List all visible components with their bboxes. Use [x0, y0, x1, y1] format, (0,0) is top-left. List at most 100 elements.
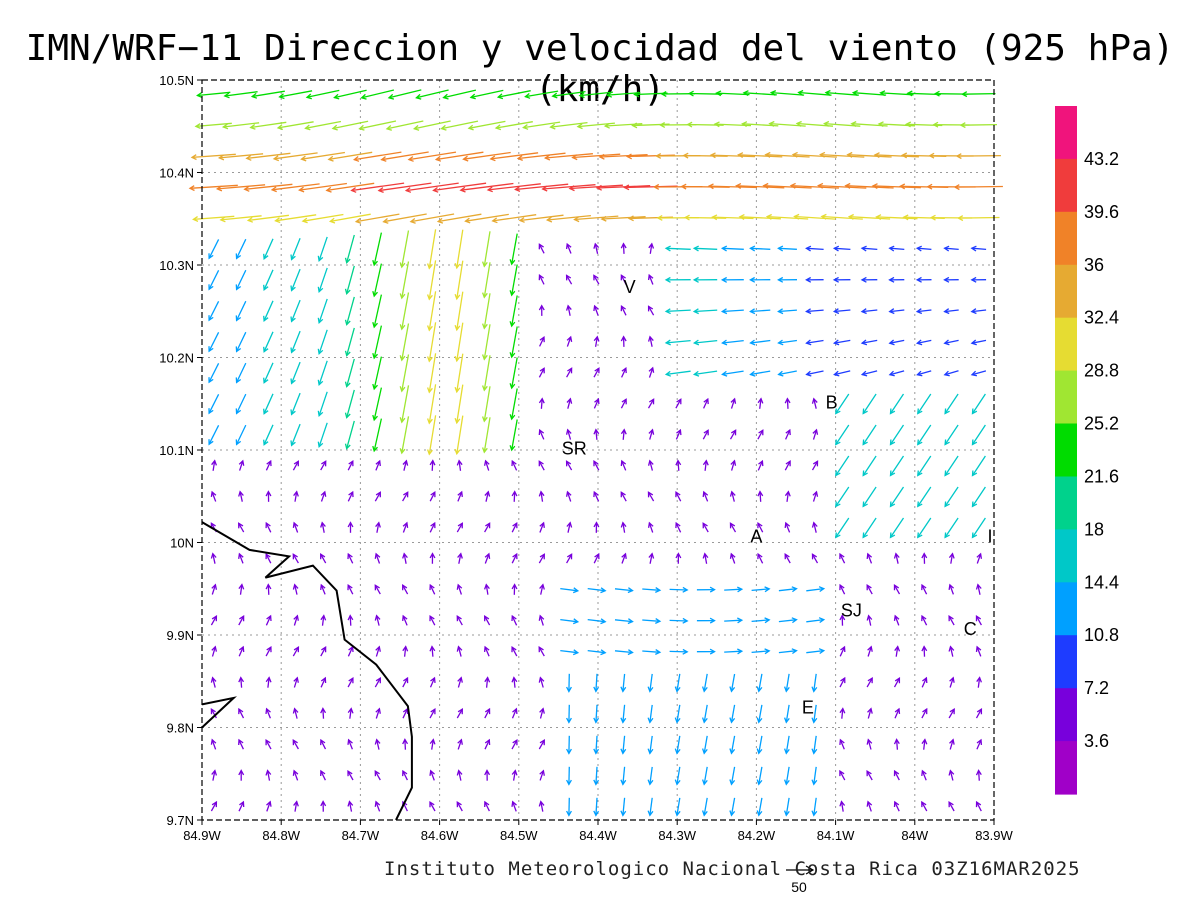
wind-arrowhead	[970, 339, 977, 346]
wind-arrowhead	[484, 707, 491, 715]
wind-arrowhead	[676, 398, 682, 405]
wind-arrowhead	[348, 677, 354, 684]
wind-arrow	[703, 797, 708, 816]
wind-arrow	[566, 553, 573, 564]
wind-arrow	[263, 331, 274, 352]
wind-arrowhead	[402, 645, 409, 652]
wind-arrowhead	[456, 801, 462, 808]
wind-arrow	[538, 553, 545, 564]
wind-arrow	[593, 305, 599, 316]
wind-arrowhead	[377, 187, 384, 194]
wind-arrow	[208, 394, 220, 414]
wind-arrow	[347, 460, 354, 471]
wind-arrowhead	[777, 339, 784, 346]
wind-arrowhead	[921, 614, 927, 622]
wind-arrowhead	[866, 614, 873, 621]
wind-arrow	[217, 184, 266, 190]
place-label: SJ	[841, 601, 862, 621]
wind-arrowhead	[729, 490, 736, 497]
wind-arrowhead	[867, 707, 873, 714]
wind-arrowhead	[399, 324, 406, 331]
wind-arrow	[566, 336, 572, 347]
wind-arrow	[729, 429, 737, 440]
wind-arrow	[375, 646, 380, 657]
wind-arrow	[294, 801, 298, 812]
wind-arrowhead	[293, 460, 299, 467]
wind-arrowhead	[627, 649, 634, 656]
wind-arrow	[347, 770, 354, 781]
wind-arrowhead	[192, 216, 199, 222]
wind-arrow	[401, 354, 410, 392]
wind-arrow	[211, 584, 217, 595]
wind-arrowhead	[889, 501, 896, 508]
wind-arrowhead	[757, 490, 764, 497]
wind-arrowhead	[647, 459, 654, 466]
wind-arrowhead	[975, 769, 982, 776]
wind-arrowhead	[238, 583, 245, 590]
wind-arrow	[767, 215, 809, 220]
wind-arrow	[321, 615, 325, 626]
wind-arrowhead	[290, 347, 296, 354]
wind-arrow	[806, 339, 824, 344]
wind-arrowhead	[730, 397, 737, 404]
wind-arrow	[378, 182, 432, 192]
wind-arrowhead	[509, 290, 516, 297]
wind-arrow	[971, 455, 986, 476]
wind-arrowhead	[742, 90, 749, 97]
wind-arrow	[949, 739, 954, 750]
wind-arrow	[976, 646, 982, 657]
wind-arrow	[778, 247, 797, 250]
wind-arrow	[265, 646, 272, 657]
wind-arrow	[785, 766, 790, 785]
wind-arrowhead	[430, 490, 436, 498]
wind-arrowhead	[764, 151, 771, 158]
wind-arrowhead	[702, 459, 709, 466]
wind-arrow	[758, 704, 763, 723]
wind-arrow	[794, 215, 836, 220]
wind-arrow	[960, 123, 998, 126]
wind-arrowhead	[741, 121, 748, 128]
wind-arrowhead	[839, 769, 845, 777]
wind-arrow	[669, 619, 688, 622]
wind-arrowhead	[538, 490, 545, 497]
wind-arrowhead	[846, 151, 853, 158]
wind-arrow	[874, 154, 919, 158]
wind-arrow	[403, 553, 407, 564]
wind-arrow	[401, 416, 410, 454]
wind-arrowhead	[593, 810, 600, 817]
wind-arrowhead	[711, 214, 718, 221]
wind-arrowhead	[721, 339, 728, 346]
wind-arrow	[622, 766, 626, 785]
wind-arrowhead	[600, 618, 607, 625]
wind-arrow	[593, 460, 600, 471]
wind-arrow	[246, 152, 291, 160]
wind-arrowhead	[791, 586, 798, 593]
wind-arrow	[867, 739, 872, 750]
colorbar-segment	[1055, 264, 1077, 319]
wind-arrowhead	[860, 276, 867, 283]
wind-arrow	[736, 185, 785, 189]
y-tick-label: 9.9N	[167, 628, 194, 643]
wind-arrowhead	[866, 800, 873, 807]
wind-arrow	[894, 615, 900, 626]
wind-arrowhead	[430, 708, 436, 715]
wind-arrowhead	[623, 184, 630, 191]
wind-arrow	[722, 309, 744, 313]
wind-arrowhead	[664, 370, 672, 377]
wind-arrow	[375, 801, 381, 812]
wind-arrow	[279, 90, 313, 98]
wind-arrow	[567, 522, 571, 533]
wind-arrowhead	[682, 152, 689, 159]
wind-arrow	[438, 213, 482, 223]
wind-arrowhead	[777, 276, 784, 283]
wind-arrowhead	[538, 614, 545, 621]
wind-arrow	[944, 455, 959, 476]
wind-arrow	[763, 185, 812, 189]
wind-arrowhead	[949, 708, 955, 715]
wind-arrow	[731, 491, 735, 502]
wind-arrow	[778, 588, 797, 592]
wind-arrowhead	[682, 586, 689, 593]
wind-arrow	[359, 120, 397, 130]
wind-arrow	[210, 801, 217, 812]
wind-arrowhead	[429, 583, 435, 591]
